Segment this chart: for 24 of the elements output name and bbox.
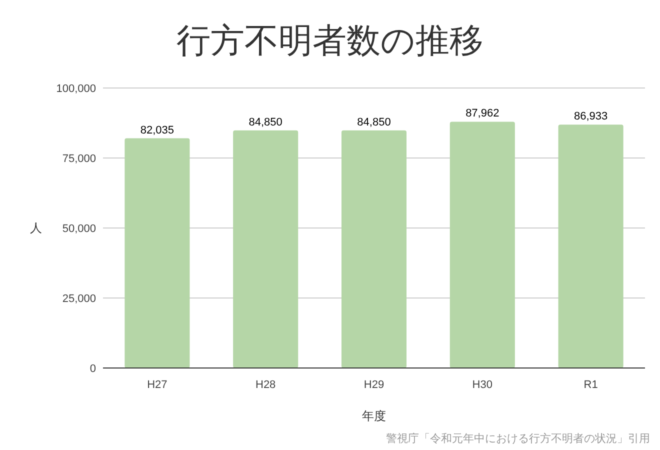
text: 警視庁「令和元年中における行方不明者の状況」引用 xyxy=(386,432,650,445)
y-axis-title: 人 xyxy=(30,221,42,235)
x-tick-label: H30 xyxy=(472,379,492,391)
y-tick-label: 75,000 xyxy=(62,153,96,165)
x-tick-label: H29 xyxy=(364,379,384,391)
x-tick-label: H28 xyxy=(256,379,276,391)
data-label: 82,035 xyxy=(140,124,174,136)
y-tick-label: 100,000 xyxy=(56,83,96,95)
y-tick-label: 50,000 xyxy=(62,223,96,235)
data-label: 84,850 xyxy=(248,116,282,128)
y-tick-label: 25,000 xyxy=(62,293,96,305)
bar xyxy=(124,138,190,368)
bar xyxy=(558,124,624,368)
x-tick-label: H27 xyxy=(147,379,168,391)
bar xyxy=(233,130,298,368)
x-tick-label: R1 xyxy=(584,379,598,391)
chart-title: 行方不明者数の推移 xyxy=(176,22,484,60)
data-label: 84,850 xyxy=(357,116,391,128)
y-tick-label: 0 xyxy=(90,363,96,375)
data-label: 86,933 xyxy=(574,110,608,123)
bar xyxy=(450,122,515,368)
data-label: 87,962 xyxy=(466,108,500,120)
bar xyxy=(341,130,407,368)
x-axis-title: 年度 xyxy=(362,409,386,423)
